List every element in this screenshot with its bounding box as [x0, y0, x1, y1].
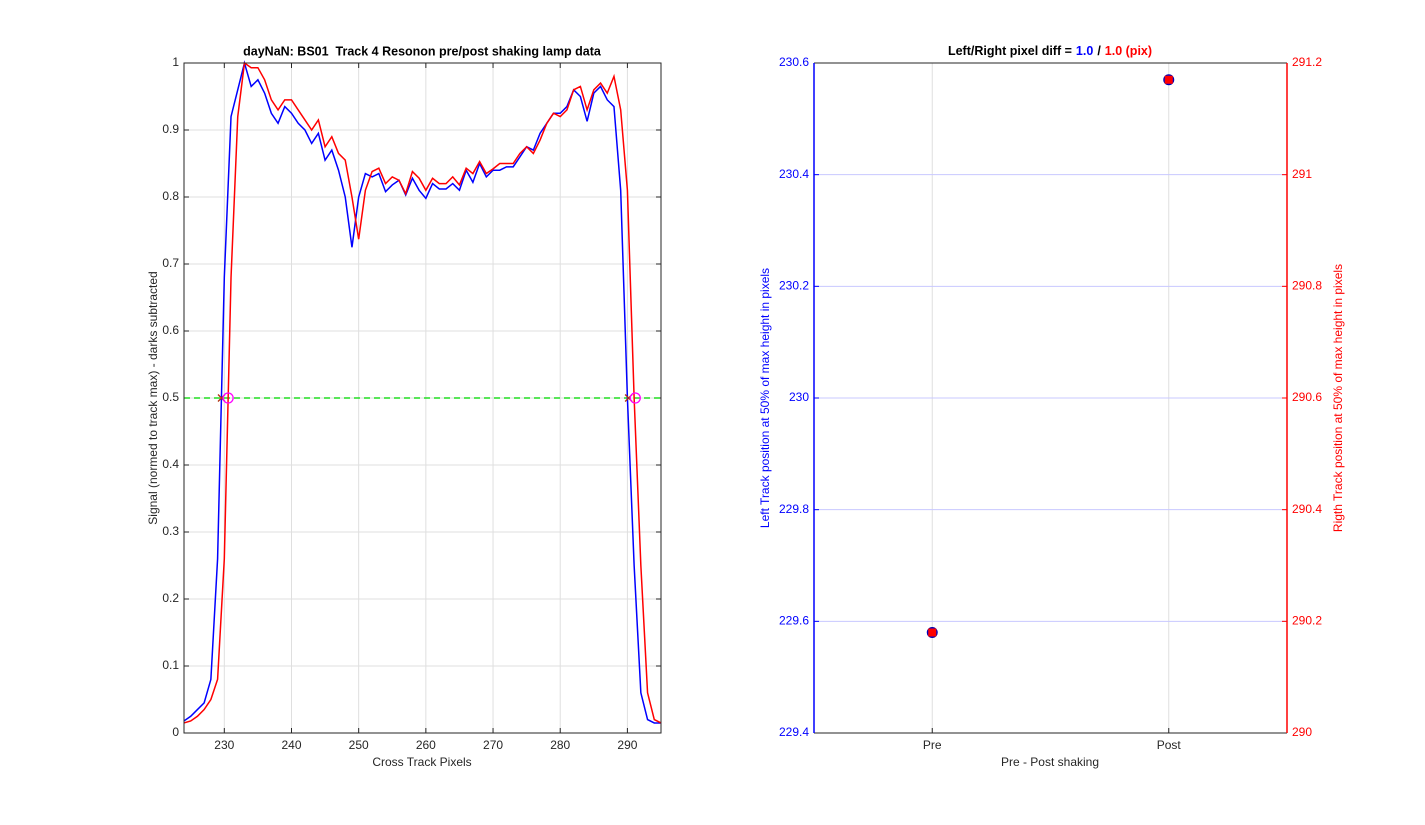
y-tick-label: 0.9 [162, 122, 179, 136]
square-marker [928, 628, 937, 637]
series-line [183, 60, 661, 724]
y-tick-label: 229.6 [779, 614, 809, 628]
y-tick-label: 230 [789, 390, 809, 404]
y-tick-label: 0 [172, 725, 179, 739]
y2-tick-label: 290.4 [1292, 502, 1322, 516]
y-tick-label: 0.2 [162, 591, 179, 605]
x-tick-label: Post [1157, 738, 1182, 752]
left-y-label: Signal (normed to track max) - darks sub… [146, 271, 160, 524]
x-tick-label: 290 [617, 738, 637, 752]
x-tick-label: 270 [483, 738, 503, 752]
y-tick-label: 230.6 [779, 55, 809, 69]
y-tick-label: 229.4 [779, 725, 809, 739]
y2-tick-label: 290 [1292, 725, 1312, 739]
x-tick-label: 230 [214, 738, 234, 752]
y-tick-label: 230.4 [779, 167, 809, 181]
y-tick-label: 0.5 [162, 390, 179, 404]
y-tick-label: 0.7 [162, 256, 179, 270]
y-tick-label: 230.2 [779, 279, 809, 293]
x-tick-label: Pre [923, 738, 942, 752]
y-tick-label: 0.4 [162, 457, 179, 471]
y2-tick-label: 290.6 [1292, 390, 1322, 404]
x-tick-label: 250 [349, 738, 369, 752]
y2-tick-label: 291.2 [1292, 55, 1322, 69]
right-x-label: Pre - Post shaking [1001, 755, 1099, 769]
left-title: dayNaN: BS01 Track 4 Resonon pre/post sh… [243, 44, 602, 58]
circle-marker [629, 392, 641, 404]
series-line [183, 61, 662, 724]
left-x-label: Cross Track Pixels [372, 755, 471, 769]
y2-tick-label: 291 [1292, 167, 1312, 181]
y-tick-label: 0.8 [162, 189, 179, 203]
y-tick-label: 1 [172, 55, 179, 69]
title-left-value: 1.0 [1076, 44, 1093, 58]
circle-marker [222, 392, 234, 404]
title-prefix: Left/Right pixel diff = [948, 44, 1072, 58]
right-title: Left/Right pixel diff = 1.0 / 1.0 (pix) [948, 44, 1152, 58]
square-marker [1164, 75, 1173, 84]
y2-tick-label: 290.8 [1292, 279, 1322, 293]
x-tick-label: 240 [281, 738, 301, 752]
y-tick-label: 0.1 [162, 658, 179, 672]
y-tick-label: 229.8 [779, 502, 809, 516]
x-tick-label: 280 [550, 738, 570, 752]
title-separator: / [1097, 44, 1101, 58]
title-right-value: 1.0 (pix) [1105, 44, 1152, 58]
right-y-label: Left Track position at 50% of max height… [758, 268, 772, 528]
right-y2-label: Rigth Track position at 50% of max heigh… [1331, 264, 1345, 532]
axes-box [183, 62, 662, 734]
y2-tick-label: 290.2 [1292, 614, 1322, 628]
x-tick-label: 260 [416, 738, 436, 752]
y-tick-label: 0.6 [162, 323, 179, 337]
y-tick-label: 0.3 [162, 524, 179, 538]
